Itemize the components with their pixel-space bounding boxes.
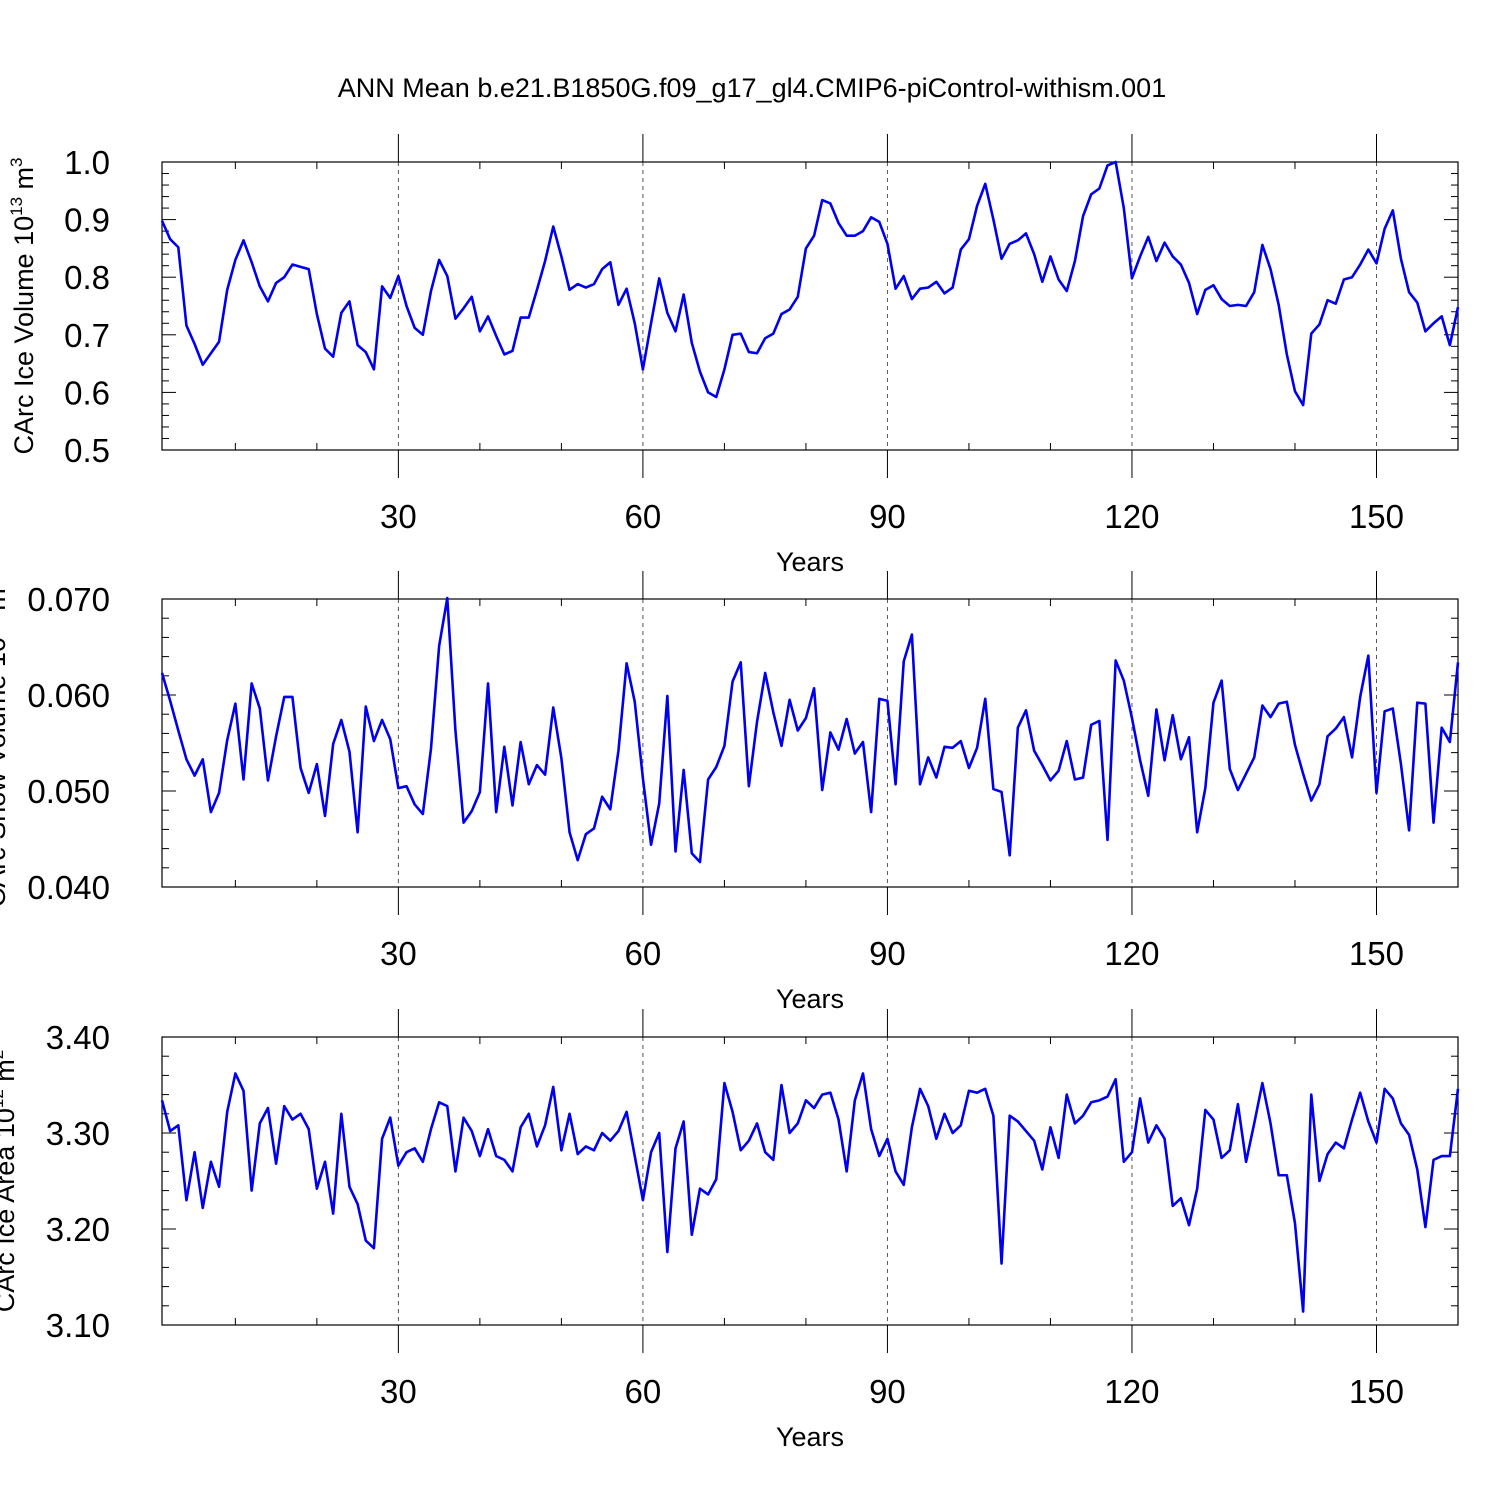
y-axis-label: CArc Ice Volume 1013 m3 [7, 157, 39, 454]
y-tick-label: 0.6 [64, 374, 110, 411]
panel-1: 30 60 90 120 150 0.5 0.6 0.7 0.8 0.9 1.0 Years CArc … [7, 134, 1460, 577]
x-tick-label: 150 [1349, 1373, 1404, 1410]
y-tick-label: 0.9 [64, 202, 110, 239]
x-tick-label: 120 [1104, 1373, 1159, 1410]
x-tick-label: 60 [625, 1373, 662, 1410]
x-axis-label: Years [776, 1422, 844, 1452]
y-tick-label: 1.0 [64, 144, 110, 181]
y-tick-label: 3.10 [46, 1307, 110, 1344]
x-tick-label: 90 [869, 1373, 906, 1410]
y-tick-label: 3.30 [46, 1115, 110, 1152]
panels: 30 60 90 120 150 0.5 0.6 0.7 0.8 0.9 1.0 Years CArc … [0, 134, 1460, 1452]
x-tick-label: 90 [869, 935, 906, 972]
y-tick-label: 0.070 [27, 581, 110, 618]
plot-frame [161, 161, 1459, 451]
y-tick-label: 3.40 [46, 1019, 110, 1056]
x-tick-label: 30 [380, 935, 417, 972]
x-tick-label: 30 [380, 498, 417, 535]
figure-title: ANN Mean b.e21.B1850G.f09_g17_gl4.CMIP6-… [338, 73, 1166, 103]
panel-3: 30 60 90 120 150 3.10 3.20 3.30 3.40 Years CArc Ic… [0, 1009, 1460, 1452]
series-line [160, 160, 1460, 407]
x-axis-label: Years [776, 984, 844, 1014]
plot-frame [161, 598, 1459, 888]
y-tick-label: 0.8 [64, 259, 110, 296]
y-tick-label: 3.20 [46, 1211, 110, 1248]
x-tick-label: 90 [869, 498, 906, 535]
y-tick-label: 0.7 [64, 317, 110, 354]
y-tick-label: 0.060 [27, 677, 110, 714]
y-tick-label: 0.050 [27, 773, 110, 810]
y-tick-label: 0.5 [64, 432, 110, 469]
x-tick-label: 150 [1349, 498, 1404, 535]
x-tick-label: 60 [625, 935, 662, 972]
plot-frame [161, 1036, 1459, 1326]
x-tick-label: 150 [1349, 935, 1404, 972]
x-tick-label: 30 [380, 1373, 417, 1410]
x-tick-label: 120 [1104, 935, 1159, 972]
y-axis-label: CArc Ice Area 1012 m2 [0, 1050, 20, 1313]
x-tick-label: 60 [625, 498, 662, 535]
panel-2: 30 60 90 120 150 0.040 0.050 0.060 0.070 Years CAr… [0, 571, 1460, 1014]
x-axis-label: Years [776, 547, 844, 577]
series-line [160, 596, 1460, 864]
x-tick-label: 120 [1104, 498, 1159, 535]
y-tick-label: 0.040 [27, 869, 110, 906]
y-axis-label: CArc Snow Volume 1013 m3 [0, 579, 11, 908]
series-line [160, 1072, 1460, 1313]
